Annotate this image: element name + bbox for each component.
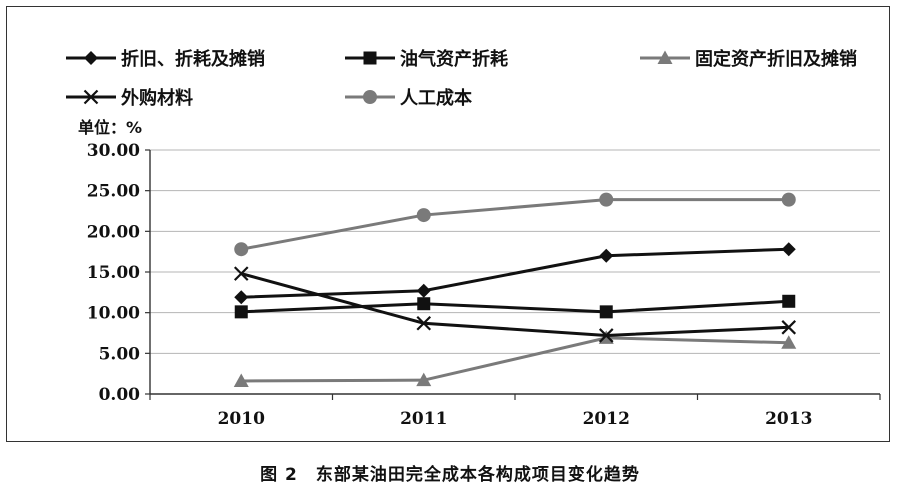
y-tick-label: 20.00 xyxy=(87,222,140,242)
legend-label: 外购材料 xyxy=(121,87,193,109)
line-chart: 0.00 5.00 10.00 15.00 20.00 25.00 30.00 2010 201… xyxy=(66,48,881,429)
data-point xyxy=(598,328,614,343)
data-point xyxy=(234,290,249,305)
y-tick-label: 5.00 xyxy=(99,344,141,364)
data-point xyxy=(599,248,614,263)
legend-swatch-marker xyxy=(363,90,377,104)
data-point xyxy=(416,315,432,331)
series-line xyxy=(240,198,789,251)
y-tick-label: 15.00 xyxy=(87,263,140,283)
y-tick-label: 30.00 xyxy=(87,141,140,161)
legend-swatch-marker xyxy=(657,50,673,64)
series-line xyxy=(241,247,789,299)
data-point xyxy=(233,266,249,281)
figure-caption: 图 2 东部某油田完全成本各构成项目变化趋势 xyxy=(260,465,640,485)
series-line xyxy=(241,336,789,383)
x-tick-label: 2012 xyxy=(583,409,630,429)
x-tick-label: 2013 xyxy=(765,409,812,429)
data-point xyxy=(416,372,432,387)
data-point xyxy=(781,242,796,257)
data-point xyxy=(417,297,431,311)
chart-frame xyxy=(6,6,890,442)
legend-swatch-marker xyxy=(363,51,377,65)
data-point xyxy=(234,305,248,319)
data-point xyxy=(416,283,431,298)
series-line xyxy=(241,299,789,314)
data-point xyxy=(599,305,613,319)
data-point xyxy=(416,208,431,223)
data-point xyxy=(233,373,249,387)
x-tick-label: 2011 xyxy=(400,409,447,429)
legend-label: 油气资产折耗 xyxy=(400,48,508,70)
data-point xyxy=(781,320,797,335)
x-tick-label: 2010 xyxy=(218,409,265,429)
data-point xyxy=(599,192,614,207)
data-point xyxy=(234,242,249,257)
series-line xyxy=(240,272,789,337)
data-point xyxy=(781,335,797,349)
legend-swatch-marker xyxy=(83,89,99,105)
legend-label: 人工成本 xyxy=(400,87,472,109)
y-tick-label: 25.00 xyxy=(87,182,140,202)
legend-label: 折旧、折耗及摊销 xyxy=(121,48,265,70)
legend-label: 固定资产折旧及摊销 xyxy=(695,48,857,70)
data-point xyxy=(781,192,796,207)
legend-swatch-marker xyxy=(84,51,98,65)
y-tick-label: 0.00 xyxy=(99,385,141,405)
data-point xyxy=(782,294,796,308)
unit-label: 单位：% xyxy=(78,118,142,137)
y-tick-label: 10.00 xyxy=(87,304,140,324)
